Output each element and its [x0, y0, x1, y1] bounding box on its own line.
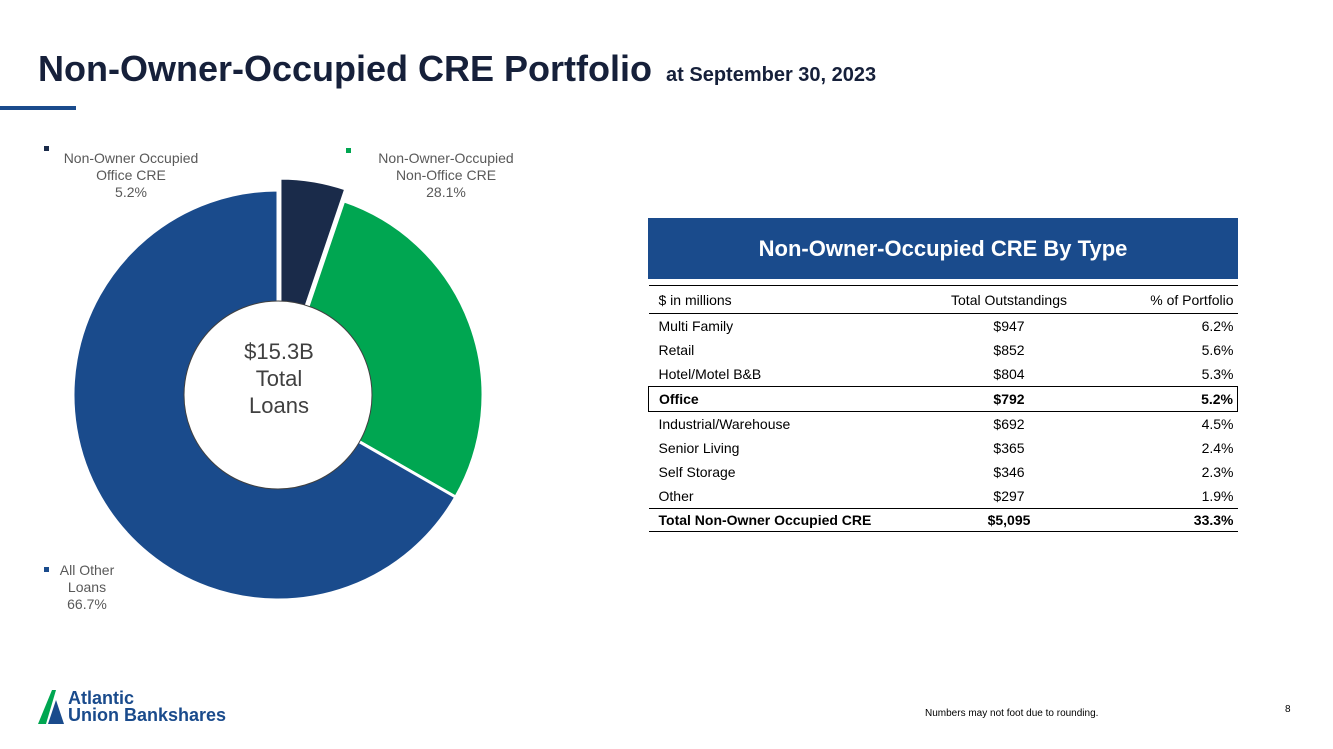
cell-type: Total Non-Owner Occupied CRE — [648, 508, 899, 532]
cell-outstandings: $297 — [993, 488, 1025, 504]
cell-pct: 6.2% — [1201, 318, 1234, 334]
cell-pct: 5.2% — [1113, 386, 1238, 412]
page-number: 8 — [1285, 704, 1291, 715]
page-title: Non-Owner-Occupied CRE Portfolio at Sept… — [38, 48, 876, 90]
cell-type: Senior Living — [658, 440, 740, 456]
slice-label-line: Non-Office CRE — [395, 167, 497, 183]
cell-pct: 33.3% — [1113, 508, 1238, 532]
rounding-footnote: Numbers may not foot due to rounding. — [925, 708, 1099, 719]
company-logo: Atlantic Union Bankshares — [38, 688, 227, 725]
label-office-cre: Non-Owner Occupied Office CRE 5.2% — [42, 150, 220, 201]
cell-outstandings: $365 — [993, 440, 1025, 456]
cell-pct: 4.5% — [1201, 416, 1234, 432]
legend-marker — [44, 146, 49, 151]
cell-type: Retail — [658, 342, 695, 358]
table-header-row: $ in millions Total Outstandings % of Po… — [648, 285, 1238, 314]
table-heading: Non-Owner-Occupied CRE By Type — [648, 218, 1238, 279]
label-all-other-loans: All Other Loans 66.7% — [40, 562, 134, 613]
title-underline — [0, 106, 76, 110]
table-row: Retail $852 5.6% — [649, 338, 1238, 362]
logo-line-2: Union Bankshares — [68, 705, 227, 725]
cell-type: Self Storage — [658, 464, 736, 480]
col-header-outstandings: Total Outstandings — [899, 285, 1113, 314]
donut-center-label: $15.3B Total Loans — [199, 338, 359, 419]
donut-hole — [183, 300, 373, 490]
center-line-1: $15.3B — [244, 339, 314, 364]
cell-pct: 2.4% — [1201, 440, 1234, 456]
cell-outstandings: $5,095 — [899, 508, 1113, 532]
slice-label-line: 5.2% — [115, 184, 147, 200]
table-row: Hotel/Motel B&B $804 5.3% — [649, 362, 1238, 387]
label-non-office-cre: Non-Owner-Occupied Non-Office CRE 28.1% — [360, 150, 532, 201]
cell-pct: 2.3% — [1201, 464, 1234, 480]
slice-label-line: 28.1% — [426, 184, 466, 200]
col-header-pct: % of Portfolio — [1113, 285, 1238, 314]
logo-line-1: Atlantic — [68, 688, 135, 708]
title-date: at September 30, 2023 — [666, 64, 877, 86]
cell-type: Industrial/Warehouse — [658, 416, 791, 432]
cell-outstandings: $947 — [993, 318, 1025, 334]
table-total-row: Total Non-Owner Occupied CRE $5,095 33.3% — [648, 508, 1238, 532]
table-row: Other $297 1.9% — [649, 484, 1238, 509]
table-row: Office $792 5.2% — [648, 386, 1238, 412]
slice-label-line: Loans — [67, 579, 107, 595]
slice-label-line: Non-Owner Occupied — [63, 150, 199, 166]
donut-chart — [71, 176, 485, 602]
table-body: Multi Family $947 6.2% Retail $852 5.6% Hotel/… — [648, 314, 1238, 532]
cell-outstandings: $804 — [993, 366, 1025, 382]
logo-mark-icon — [38, 690, 64, 724]
slice-label-line: Office CRE — [96, 167, 166, 183]
center-line-3: Loans — [249, 393, 309, 418]
slice-label-line: All Other — [59, 562, 115, 578]
table-row: Industrial/Warehouse $692 4.5% — [649, 412, 1238, 437]
table-row: Self Storage $346 2.3% — [649, 460, 1238, 484]
cell-type: Multi Family — [658, 318, 734, 334]
cell-outstandings: $692 — [993, 416, 1025, 432]
center-line-2: Total — [255, 366, 303, 391]
col-header-type: $ in millions — [648, 285, 899, 314]
cell-type: Office — [648, 386, 899, 412]
cell-pct: 1.9% — [1201, 488, 1234, 504]
table-row: Senior Living $365 2.4% — [649, 436, 1238, 460]
cell-outstandings: $346 — [993, 464, 1025, 480]
legend-marker — [44, 567, 49, 572]
cre-by-type-table: Non-Owner-Occupied CRE By Type $ in mill… — [648, 218, 1238, 532]
cell-outstandings: $852 — [993, 342, 1025, 358]
cell-type: Other — [658, 488, 694, 504]
table-row: Multi Family $947 6.2% — [649, 314, 1238, 339]
cell-pct: 5.6% — [1201, 342, 1234, 358]
cre-table: $ in millions Total Outstandings % of Po… — [648, 285, 1238, 532]
slice-label-line: Non-Owner-Occupied — [378, 150, 514, 166]
legend-marker — [346, 148, 351, 153]
cell-type: Hotel/Motel B&B — [658, 366, 762, 382]
cell-pct: 5.3% — [1201, 366, 1234, 382]
title-main: Non-Owner-Occupied CRE Portfolio — [38, 48, 653, 89]
cell-outstandings: $792 — [899, 386, 1113, 412]
slice-label-line: 66.7% — [67, 596, 107, 612]
